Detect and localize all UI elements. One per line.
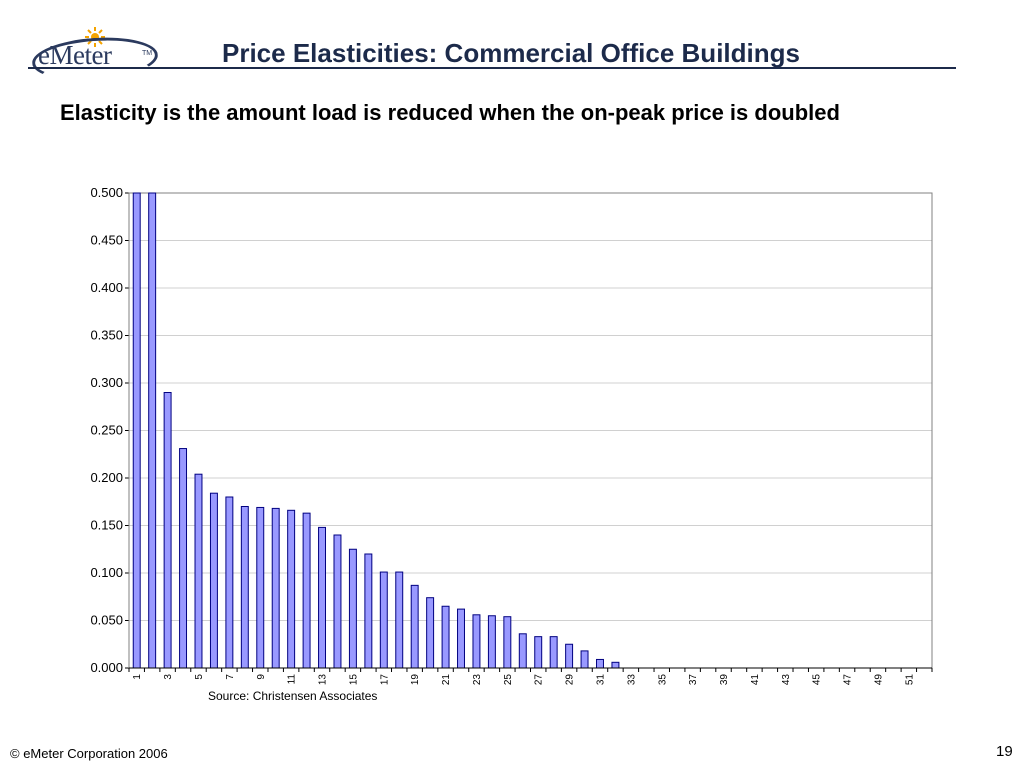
bar [348, 548, 357, 669]
page-title: Price Elasticities: Commercial Office Bu… [222, 38, 800, 68]
bar [395, 571, 404, 669]
bar [318, 526, 327, 669]
footer-copyright: © eMeter Corporation 2006 [10, 746, 168, 761]
x-tick-label: 21 [441, 674, 452, 686]
x-tick-label: 47 [843, 674, 854, 686]
x-tick-label: 35 [657, 674, 668, 686]
x-tick-label: 3 [163, 674, 174, 680]
x-tick-label: 17 [379, 674, 390, 686]
x-tick-label: 25 [503, 674, 514, 686]
page-subtitle: Elasticity is the amount load is reduced… [60, 100, 840, 125]
x-tick-label: 11 [287, 674, 298, 685]
bar [364, 553, 373, 669]
x-tick-label: 33 [626, 674, 637, 686]
title-rule [28, 67, 956, 69]
x-tick-label: 31 [595, 674, 606, 686]
bar [179, 448, 188, 669]
bar [240, 506, 249, 669]
bar [457, 608, 465, 669]
bar [534, 636, 543, 669]
x-tick-label: 13 [318, 674, 329, 686]
x-tick-label: 37 [688, 674, 699, 686]
x-tick-label: 45 [812, 674, 823, 686]
x-tick-label: 9 [256, 674, 267, 680]
bar [410, 584, 419, 669]
x-tick-label: 7 [225, 674, 236, 680]
x-tick-label: 49 [873, 674, 884, 686]
y-tick-label: 0.200 [90, 470, 123, 485]
y-tick-label: 0.500 [90, 185, 123, 200]
y-tick-label: 0.100 [90, 565, 123, 580]
bar [487, 615, 496, 669]
bar [379, 571, 388, 669]
bar [287, 509, 296, 669]
emeter-logo: eMeter TM [28, 26, 160, 85]
y-tick-label: 0.300 [90, 375, 123, 390]
bar [271, 507, 280, 669]
x-tick-label: 41 [750, 674, 761, 686]
bar [302, 512, 311, 669]
x-tick-label: 23 [472, 674, 483, 686]
x-tick-label: 15 [348, 674, 359, 686]
y-tick-label: 0.350 [90, 328, 123, 343]
bar [333, 534, 342, 669]
x-tick-label: 43 [781, 674, 792, 686]
y-tick-label: 0.450 [90, 233, 123, 248]
y-tick-label: 0.400 [90, 280, 123, 295]
bar [565, 643, 574, 669]
bar [441, 605, 450, 669]
bar [596, 658, 604, 669]
y-tick-label: 0.250 [90, 423, 123, 438]
source-note: Source: Christensen Associates [208, 689, 378, 703]
bar [163, 392, 172, 669]
bar [148, 192, 157, 669]
x-tick-label: 27 [534, 674, 545, 686]
bar [503, 616, 512, 669]
bar [132, 192, 141, 669]
sun-icon [85, 27, 105, 47]
x-tick-label: 51 [904, 674, 915, 686]
bar [472, 614, 481, 669]
x-tick-label: 29 [565, 674, 576, 686]
page-number: 19 [996, 743, 1013, 760]
y-tick-label: 0.150 [90, 518, 123, 533]
bar [209, 492, 218, 669]
y-tick-label: 0.050 [90, 613, 123, 628]
x-tick-label: 1 [132, 674, 143, 680]
logo-trademark: TM [142, 50, 153, 57]
x-tick-label: 5 [194, 674, 205, 680]
bar [225, 496, 234, 669]
bar [611, 661, 620, 669]
y-tick-label: 0.000 [90, 660, 123, 675]
bar [549, 636, 558, 669]
bar [426, 597, 435, 669]
bar [580, 650, 589, 669]
bar [518, 633, 527, 669]
x-tick-label: 19 [410, 674, 421, 686]
logo-text: eMeter [38, 40, 112, 70]
x-tick-label: 39 [719, 674, 730, 686]
bar [194, 473, 203, 669]
bar [256, 506, 265, 669]
